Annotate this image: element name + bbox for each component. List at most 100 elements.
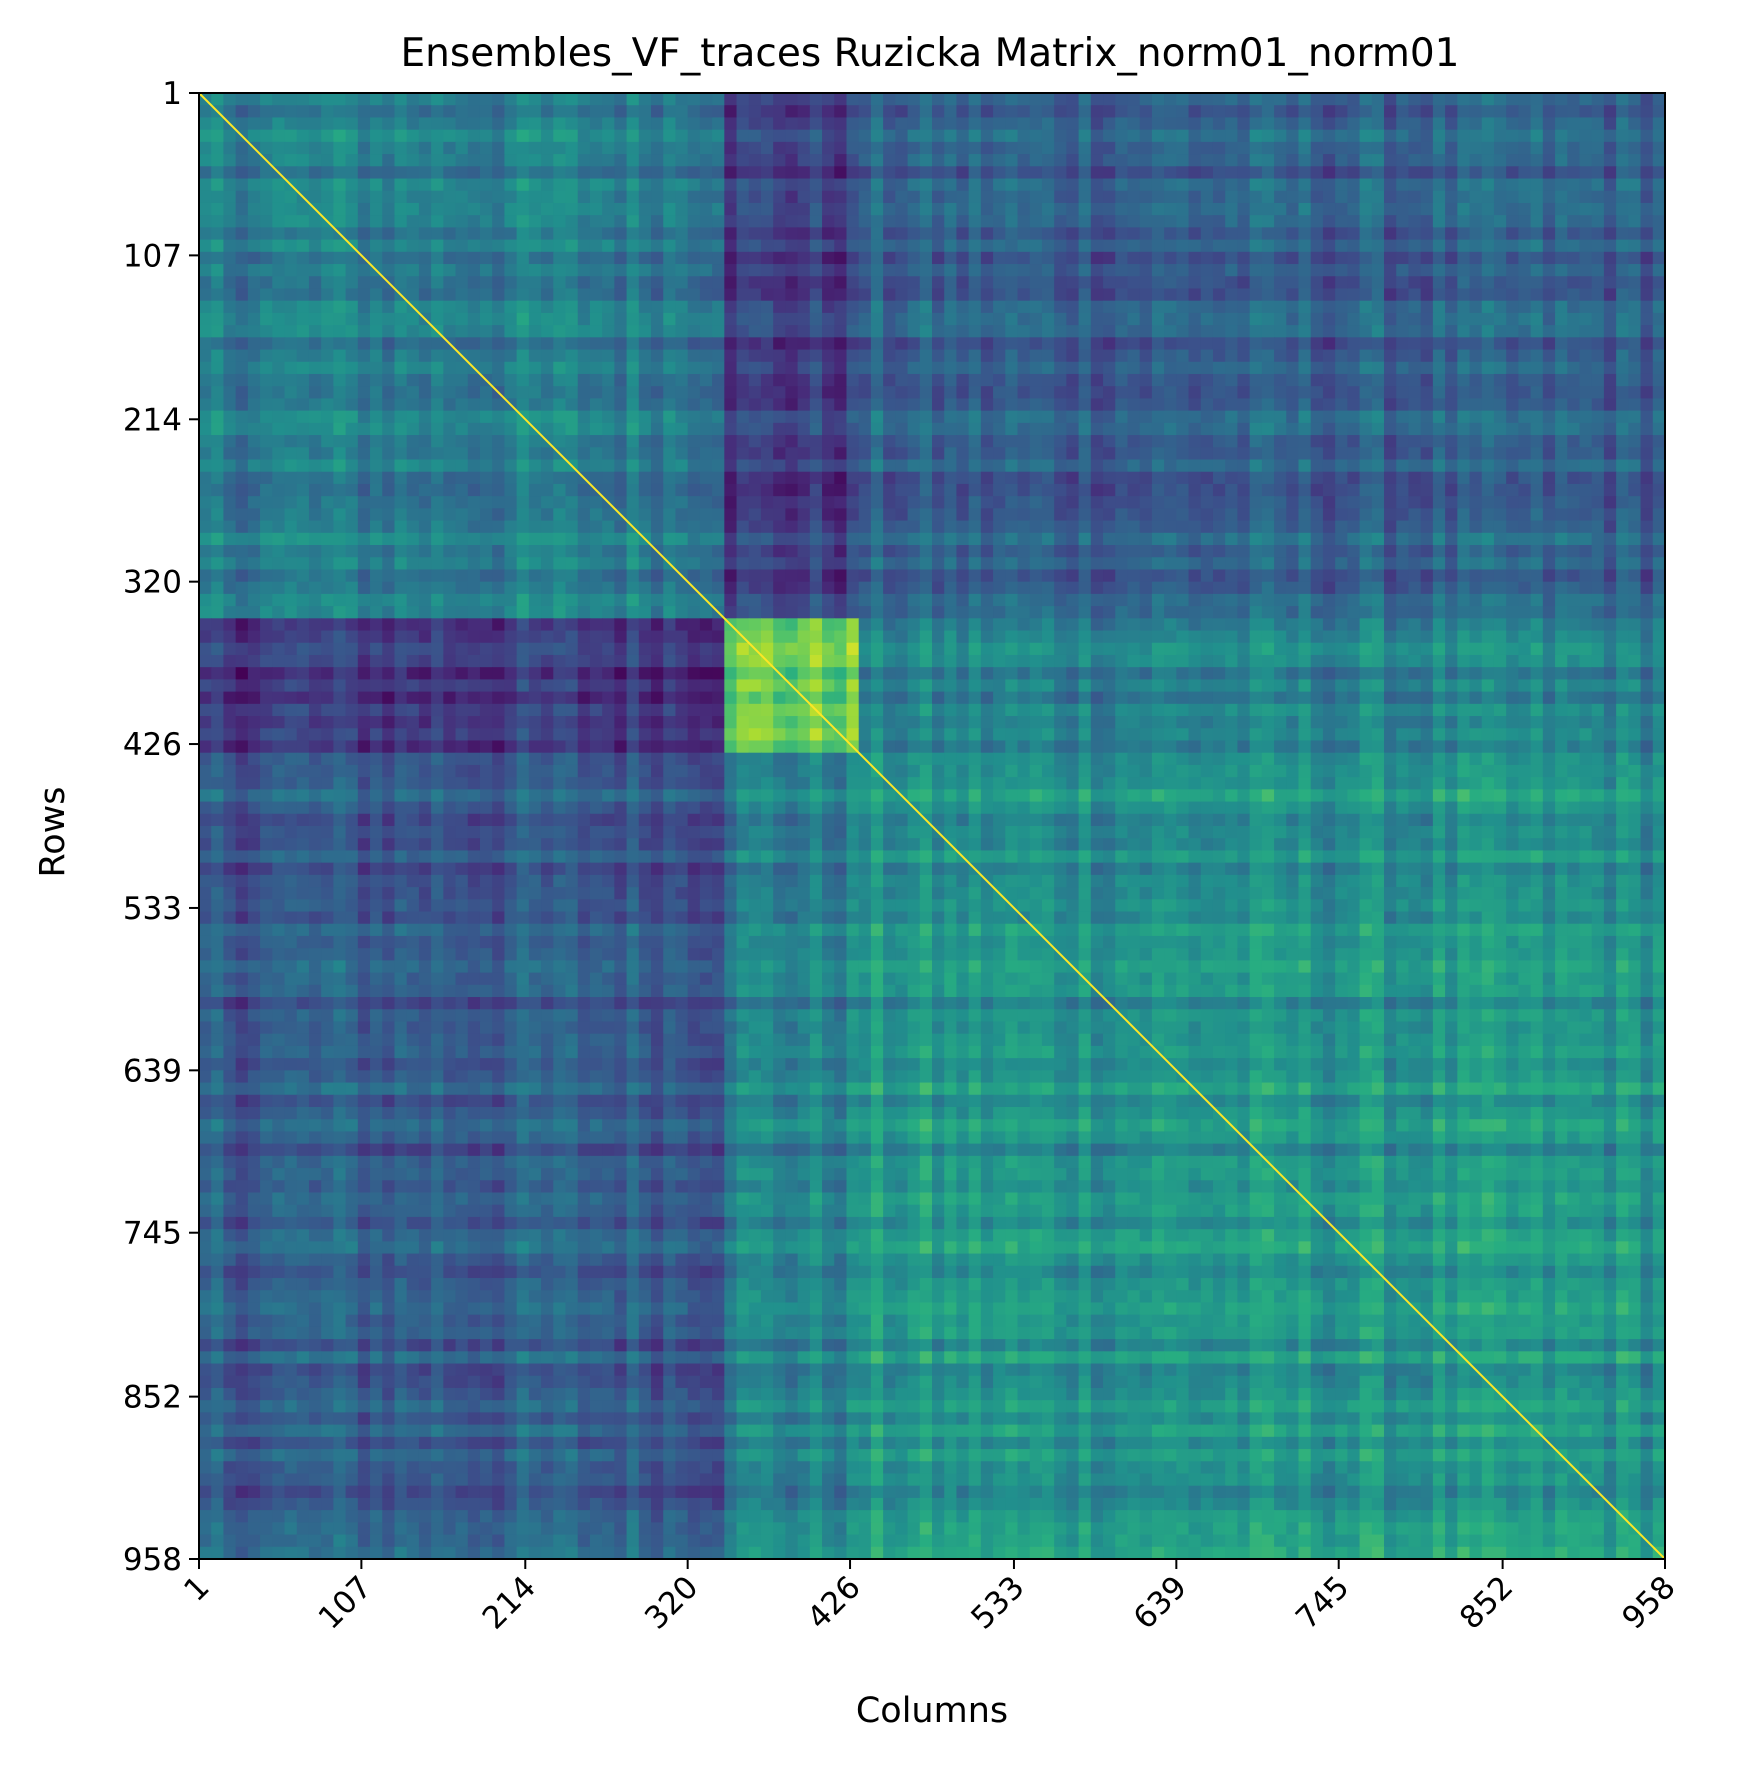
heatmap-cell bbox=[589, 410, 603, 424]
heatmap-cell bbox=[1249, 581, 1263, 595]
heatmap-cell bbox=[1616, 251, 1629, 265]
heatmap-cell bbox=[589, 545, 603, 558]
heatmap-cell bbox=[1029, 410, 1043, 424]
heatmap-cell bbox=[455, 422, 469, 436]
heatmap-cell bbox=[956, 447, 970, 461]
heatmap-cell bbox=[272, 361, 286, 375]
heatmap-cell bbox=[822, 325, 835, 338]
heatmap-cell bbox=[760, 361, 774, 375]
heatmap-cell bbox=[1041, 141, 1055, 155]
heatmap-cell bbox=[1066, 141, 1080, 155]
heatmap-cell bbox=[968, 105, 982, 119]
heatmap-cell bbox=[577, 117, 591, 131]
heatmap-cell bbox=[516, 105, 530, 119]
heatmap-cell bbox=[907, 410, 921, 424]
heatmap-cell bbox=[1420, 361, 1434, 375]
heatmap-cell bbox=[1579, 422, 1593, 436]
heatmap-cell bbox=[1384, 312, 1397, 326]
heatmap-cell bbox=[760, 166, 774, 180]
heatmap-cell bbox=[1481, 496, 1495, 509]
heatmap-cell bbox=[272, 251, 286, 265]
heatmap-cell bbox=[858, 337, 872, 351]
heatmap-cell bbox=[699, 373, 713, 387]
heatmap-cell bbox=[357, 398, 371, 412]
heatmap-cell bbox=[1481, 410, 1495, 424]
heatmap-cell bbox=[1054, 288, 1067, 302]
heatmap-cell bbox=[1225, 569, 1239, 583]
heatmap-cell bbox=[467, 386, 481, 400]
heatmap-cell bbox=[626, 581, 640, 595]
heatmap-cell bbox=[675, 386, 689, 400]
heatmap-cell bbox=[1359, 325, 1373, 338]
heatmap-cell bbox=[1335, 325, 1348, 338]
heatmap-cell bbox=[455, 361, 469, 375]
heatmap-cell bbox=[308, 264, 322, 277]
heatmap-cell bbox=[394, 337, 408, 351]
heatmap-cell bbox=[846, 532, 860, 546]
heatmap-cell bbox=[809, 410, 823, 424]
heatmap-cell bbox=[1420, 581, 1434, 595]
heatmap-cell bbox=[663, 337, 677, 351]
heatmap-cell bbox=[1493, 435, 1507, 448]
heatmap-cell bbox=[223, 361, 237, 375]
heatmap-cell bbox=[1445, 325, 1458, 338]
heatmap-cell bbox=[1603, 398, 1617, 412]
heatmap-cell bbox=[308, 532, 322, 546]
heatmap-cell bbox=[1298, 300, 1312, 314]
heatmap-cell bbox=[516, 227, 530, 241]
heatmap-cell bbox=[797, 373, 811, 387]
heatmap-cell bbox=[651, 508, 664, 522]
heatmap-cell bbox=[1567, 459, 1581, 473]
heatmap-cell bbox=[773, 93, 786, 106]
heatmap-cell bbox=[394, 447, 408, 461]
heatmap-cell bbox=[345, 435, 359, 448]
heatmap-cell bbox=[1359, 300, 1373, 314]
heatmap-cell bbox=[699, 129, 713, 143]
heatmap-cell bbox=[357, 215, 371, 228]
heatmap-cell bbox=[1176, 410, 1190, 424]
heatmap-cell bbox=[1127, 276, 1141, 290]
heatmap-cell bbox=[284, 141, 298, 155]
heatmap-cell bbox=[418, 471, 432, 485]
heatmap-cell bbox=[223, 239, 237, 253]
heatmap-cell bbox=[1164, 202, 1177, 216]
heatmap-cell bbox=[736, 227, 750, 241]
heatmap-cell bbox=[724, 300, 738, 314]
heatmap-cell bbox=[1115, 349, 1129, 363]
heatmap-cell bbox=[1384, 117, 1397, 131]
heatmap-cell bbox=[1371, 141, 1385, 155]
heatmap-cell bbox=[1371, 227, 1385, 241]
heatmap-cell bbox=[1359, 386, 1373, 400]
heatmap-cell bbox=[443, 264, 457, 277]
heatmap-cell bbox=[406, 227, 420, 241]
heatmap-cell bbox=[932, 227, 945, 241]
heatmap-cell bbox=[296, 93, 310, 106]
chart-title: Ensembles_VF_traces Ruzicka Matrix_norm0… bbox=[401, 31, 1460, 76]
heatmap-cell bbox=[1212, 398, 1226, 412]
heatmap-cell bbox=[504, 239, 518, 253]
heatmap-cell bbox=[626, 227, 640, 241]
heatmap-cell bbox=[1408, 129, 1422, 143]
heatmap-cell bbox=[858, 239, 872, 253]
heatmap-cell bbox=[1530, 508, 1544, 522]
heatmap-cell bbox=[382, 557, 396, 571]
heatmap-cell bbox=[1078, 447, 1092, 461]
heatmap-cell bbox=[846, 398, 860, 412]
heatmap-cell bbox=[492, 312, 506, 326]
heatmap-cell bbox=[748, 178, 762, 192]
heatmap-cell bbox=[1005, 239, 1019, 253]
heatmap-cell bbox=[870, 459, 884, 473]
heatmap-cell bbox=[541, 141, 554, 155]
heatmap-cell bbox=[712, 508, 725, 522]
heatmap-cell bbox=[1579, 410, 1593, 424]
heatmap-cell bbox=[516, 520, 530, 534]
heatmap-cell bbox=[1579, 166, 1593, 180]
heatmap-cell bbox=[712, 312, 725, 326]
heatmap-cell bbox=[895, 520, 909, 534]
heatmap-cell bbox=[1200, 93, 1214, 106]
heatmap-cell bbox=[418, 532, 432, 546]
heatmap-cell bbox=[370, 545, 383, 558]
heatmap-cell bbox=[773, 361, 786, 375]
heatmap-cell bbox=[1555, 435, 1568, 448]
heatmap-cell bbox=[1445, 361, 1458, 375]
